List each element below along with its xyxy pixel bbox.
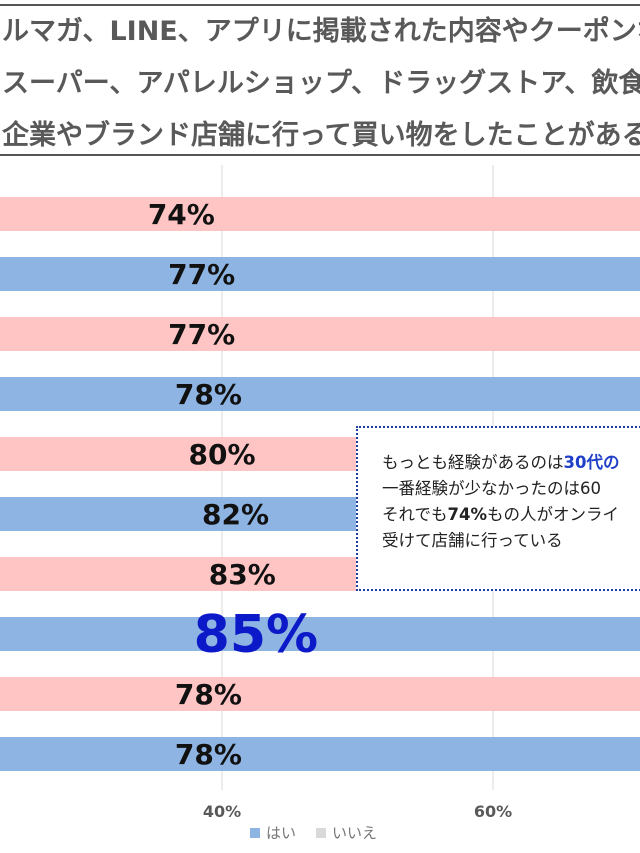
callout-text: もっとも経験があるのは: [382, 453, 564, 472]
legend-label-no: いいえ: [332, 824, 378, 842]
bar-row-3: [0, 317, 640, 351]
legend-item-yes: はい: [250, 822, 296, 843]
callout-line-1: もっとも経験があるのは30代の: [382, 452, 619, 474]
bar-row-9: [0, 677, 640, 711]
bar-row-10: [0, 737, 640, 771]
bar-value-label: 83%: [209, 558, 276, 591]
legend-item-no: いいえ: [316, 822, 377, 843]
bar-value-label: 78%: [175, 738, 242, 771]
legend-swatch-no: [316, 827, 327, 838]
x-tick-label: 60%: [474, 802, 512, 821]
bar-value-label: 77%: [168, 258, 235, 291]
bar-row-1: [0, 197, 640, 231]
callout-bold-value: 74%: [447, 505, 488, 524]
callout-highlight: 30代の: [563, 453, 620, 472]
callout-line-4: 受けて店舗に行っている: [382, 531, 563, 550]
bar-value-label: 82%: [202, 498, 269, 531]
bar-row-2: [0, 257, 640, 291]
bar-value-label: 77%: [168, 318, 235, 351]
x-tick-label: 40%: [203, 802, 241, 821]
legend-swatch-yes: [250, 827, 260, 838]
chart-legend: はい いいえ: [250, 822, 397, 843]
legend-label-yes: はい: [266, 824, 297, 842]
bar-value-label: 78%: [175, 378, 242, 411]
bar-row-4: [0, 377, 640, 411]
bar-value-label: 74%: [148, 198, 215, 231]
callout-text: それでも: [382, 505, 448, 524]
chart-title-line-2: スーパー、アパレルショップ、ドラッグストア、飲食: [2, 68, 640, 99]
bar-row-8: [0, 617, 640, 651]
bar-value-label: 78%: [175, 678, 242, 711]
chart-title-line-1: ルマガ、LINE、アプリに掲載された内容やクーポンな: [2, 16, 640, 47]
chart-title-line-3: 企業やブランド店舗に行って買い物をしたことがある: [2, 120, 640, 151]
chart-title-box: ルマガ、LINE、アプリに掲載された内容やクーポンな スーパー、アパレルショップ…: [0, 4, 640, 156]
bar-value-label: 80%: [188, 438, 255, 471]
callout-line-2: 一番経験が少なかったのは60: [382, 479, 601, 498]
callout-line-3: それでも74%もの人がオンライ: [382, 504, 619, 526]
bar-value-label-highlight: 85%: [194, 605, 318, 665]
callout-text: もの人がオンライ: [487, 505, 620, 524]
callout-box: もっとも経験があるのは30代の 一番経験が少なかったのは60 それでも74%もの…: [356, 426, 640, 591]
